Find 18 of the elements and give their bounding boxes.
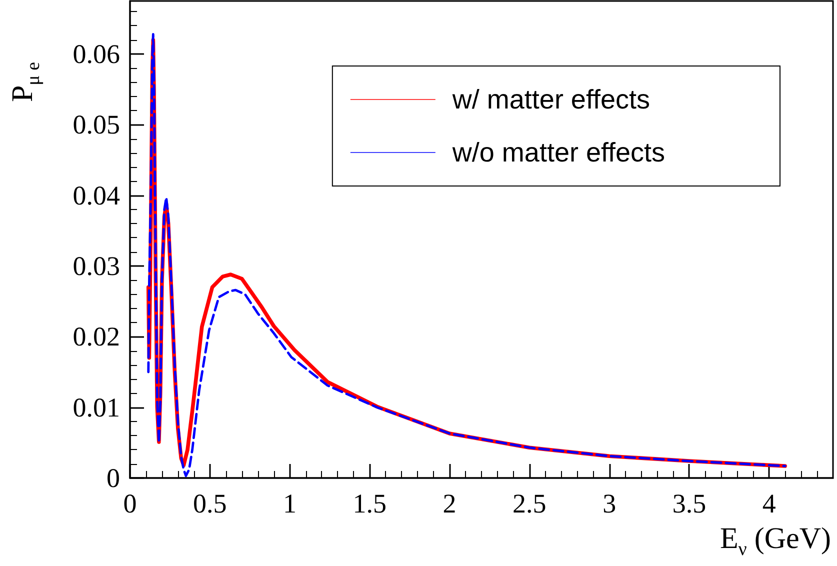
x-tick-label: 1	[283, 488, 297, 518]
x-tick-label: 2	[442, 488, 456, 518]
x-tick-label: 4	[762, 488, 776, 518]
x-tick-label: 3.5	[672, 488, 706, 518]
y-tick-label: 0.05	[72, 110, 120, 140]
y-tick-label: 0.02	[72, 322, 120, 352]
y-tick-label: 0.03	[72, 251, 120, 281]
x-axis-title: E$_{ν}$ (GeV)	[720, 522, 831, 560]
y-tick-label: 0.04	[72, 180, 120, 210]
y-tick-label: 0.06	[72, 39, 120, 69]
y-tick-label: 0.01	[72, 392, 120, 422]
legend-label: w/o matter effects	[451, 138, 666, 168]
legend-label: w/ matter effects	[451, 84, 650, 114]
x-tick-label: 0.5	[193, 488, 227, 518]
x-tick-label: 2.5	[512, 488, 546, 518]
x-tick-label: 1.5	[352, 488, 387, 518]
y-tick-label: 0	[106, 463, 120, 493]
x-tick-label: 3	[602, 488, 616, 518]
